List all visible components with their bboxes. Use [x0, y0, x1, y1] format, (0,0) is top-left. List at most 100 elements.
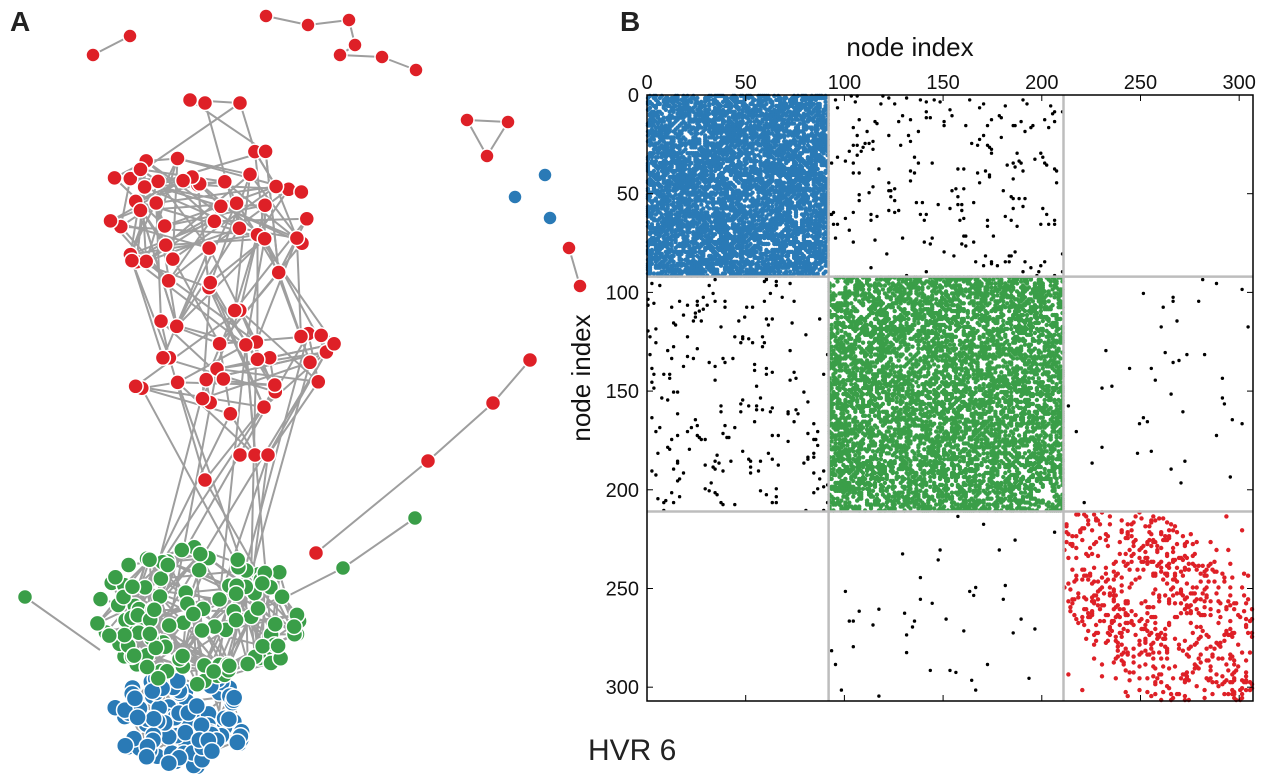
matrix-dot [671, 139, 676, 144]
matrix-dot [671, 345, 676, 349]
matrix-dot [938, 100, 942, 104]
matrix-dot [683, 166, 688, 172]
matrix-dot [750, 341, 755, 345]
matrix-dot [720, 99, 726, 105]
matrix-dot [900, 114, 905, 118]
matrix-dot [677, 147, 682, 152]
matrix-dot [679, 257, 684, 262]
matrix-dot [699, 437, 703, 442]
matrix-dot [685, 335, 690, 339]
matrix-dot [737, 319, 741, 323]
matrix-dot [693, 172, 698, 178]
matrix-dot [754, 222, 759, 227]
matrix-dot [689, 425, 694, 430]
matrix-dot [661, 119, 666, 124]
matrix-dot [654, 327, 658, 331]
matrix-dot [656, 497, 660, 501]
matrix-dot [1052, 119, 1057, 124]
matrix-dot [713, 277, 717, 282]
matrix-dot [697, 180, 702, 185]
matrix-dot [750, 115, 755, 120]
matrix-dot [754, 249, 759, 255]
matrix-dot [774, 184, 779, 189]
matrix-dot [908, 118, 913, 122]
matrix-dot [741, 337, 745, 341]
matrix-dot [754, 147, 759, 152]
matrix-dot [667, 184, 672, 189]
matrix-dot [701, 253, 706, 259]
matrix-dot [829, 161, 834, 165]
matrix-dot [693, 249, 698, 255]
matrix-dot [675, 433, 680, 438]
matrix-dot [887, 181, 891, 185]
network-edge [130, 260, 171, 359]
matrix-dot [719, 325, 723, 329]
matrix-dot [712, 137, 718, 142]
matrix-dot [657, 233, 662, 239]
matrix-dot [999, 135, 1003, 140]
matrix-dot [736, 107, 741, 113]
matrix-dot [713, 378, 717, 382]
matrix-dot [701, 307, 705, 311]
matrix-dot [954, 187, 958, 191]
matrix-dot [975, 171, 980, 175]
matrix-dot [744, 233, 749, 239]
matrix-dot [752, 362, 757, 367]
network-edge [130, 260, 164, 359]
matrix-dot [714, 131, 720, 136]
matrix-dot [664, 498, 668, 503]
matrix-dot [665, 232, 670, 237]
matrix-dot [699, 202, 704, 207]
network-edge [175, 237, 266, 327]
matrix-dot [942, 119, 946, 124]
matrix-dot [683, 127, 688, 132]
matrix-dot [736, 115, 741, 120]
matrix-dot [707, 283, 711, 288]
matrix-dot [724, 261, 730, 266]
matrix-dot [809, 127, 814, 132]
matrix-dot [707, 97, 712, 103]
matrix-dot [772, 145, 777, 150]
matrix-dot [703, 99, 708, 105]
matrix-dot [669, 237, 674, 243]
matrix-dot [670, 491, 674, 495]
matrix-dot [799, 206, 805, 211]
matrix-dot [1049, 104, 1053, 108]
matrix-dot [652, 301, 656, 305]
matrix-dot [679, 251, 684, 257]
matrix-dot [736, 143, 741, 148]
matrix-dot [719, 410, 723, 414]
matrix-dot [778, 208, 783, 213]
matrix-dot [797, 188, 803, 193]
matrix-dot [989, 151, 994, 155]
matrix-dot [705, 168, 710, 174]
matrix-dot [707, 489, 711, 493]
matrix-dot [785, 192, 791, 197]
matrix-dot [685, 429, 690, 434]
matrix-dot [756, 469, 761, 473]
matrix-dot [760, 255, 765, 261]
matrix-dot [652, 386, 656, 390]
matrix-dot [762, 341, 767, 345]
matrix-dot [924, 116, 928, 120]
matrix-dot [752, 119, 757, 124]
matrix-dot [760, 212, 765, 217]
matrix-dot [740, 255, 745, 261]
matrix-dot [658, 283, 662, 288]
matrix-dot [1045, 212, 1049, 217]
matrix-dot [999, 116, 1003, 120]
matrix-dot [668, 376, 672, 380]
matrix-dot [807, 208, 813, 213]
matrix-dot [766, 323, 771, 327]
matrix-dot [695, 303, 699, 307]
matrix-dot [707, 200, 712, 205]
matrix-dot [805, 212, 811, 217]
matrix-dot [752, 155, 757, 160]
matrix-dot [1005, 163, 1009, 167]
network-edge [255, 237, 298, 343]
matrix-dot [766, 125, 771, 130]
matrix-dot [741, 449, 745, 453]
matrix-dot [650, 380, 654, 384]
matrix-dot [1041, 206, 1045, 211]
matrix-dot [647, 194, 653, 199]
